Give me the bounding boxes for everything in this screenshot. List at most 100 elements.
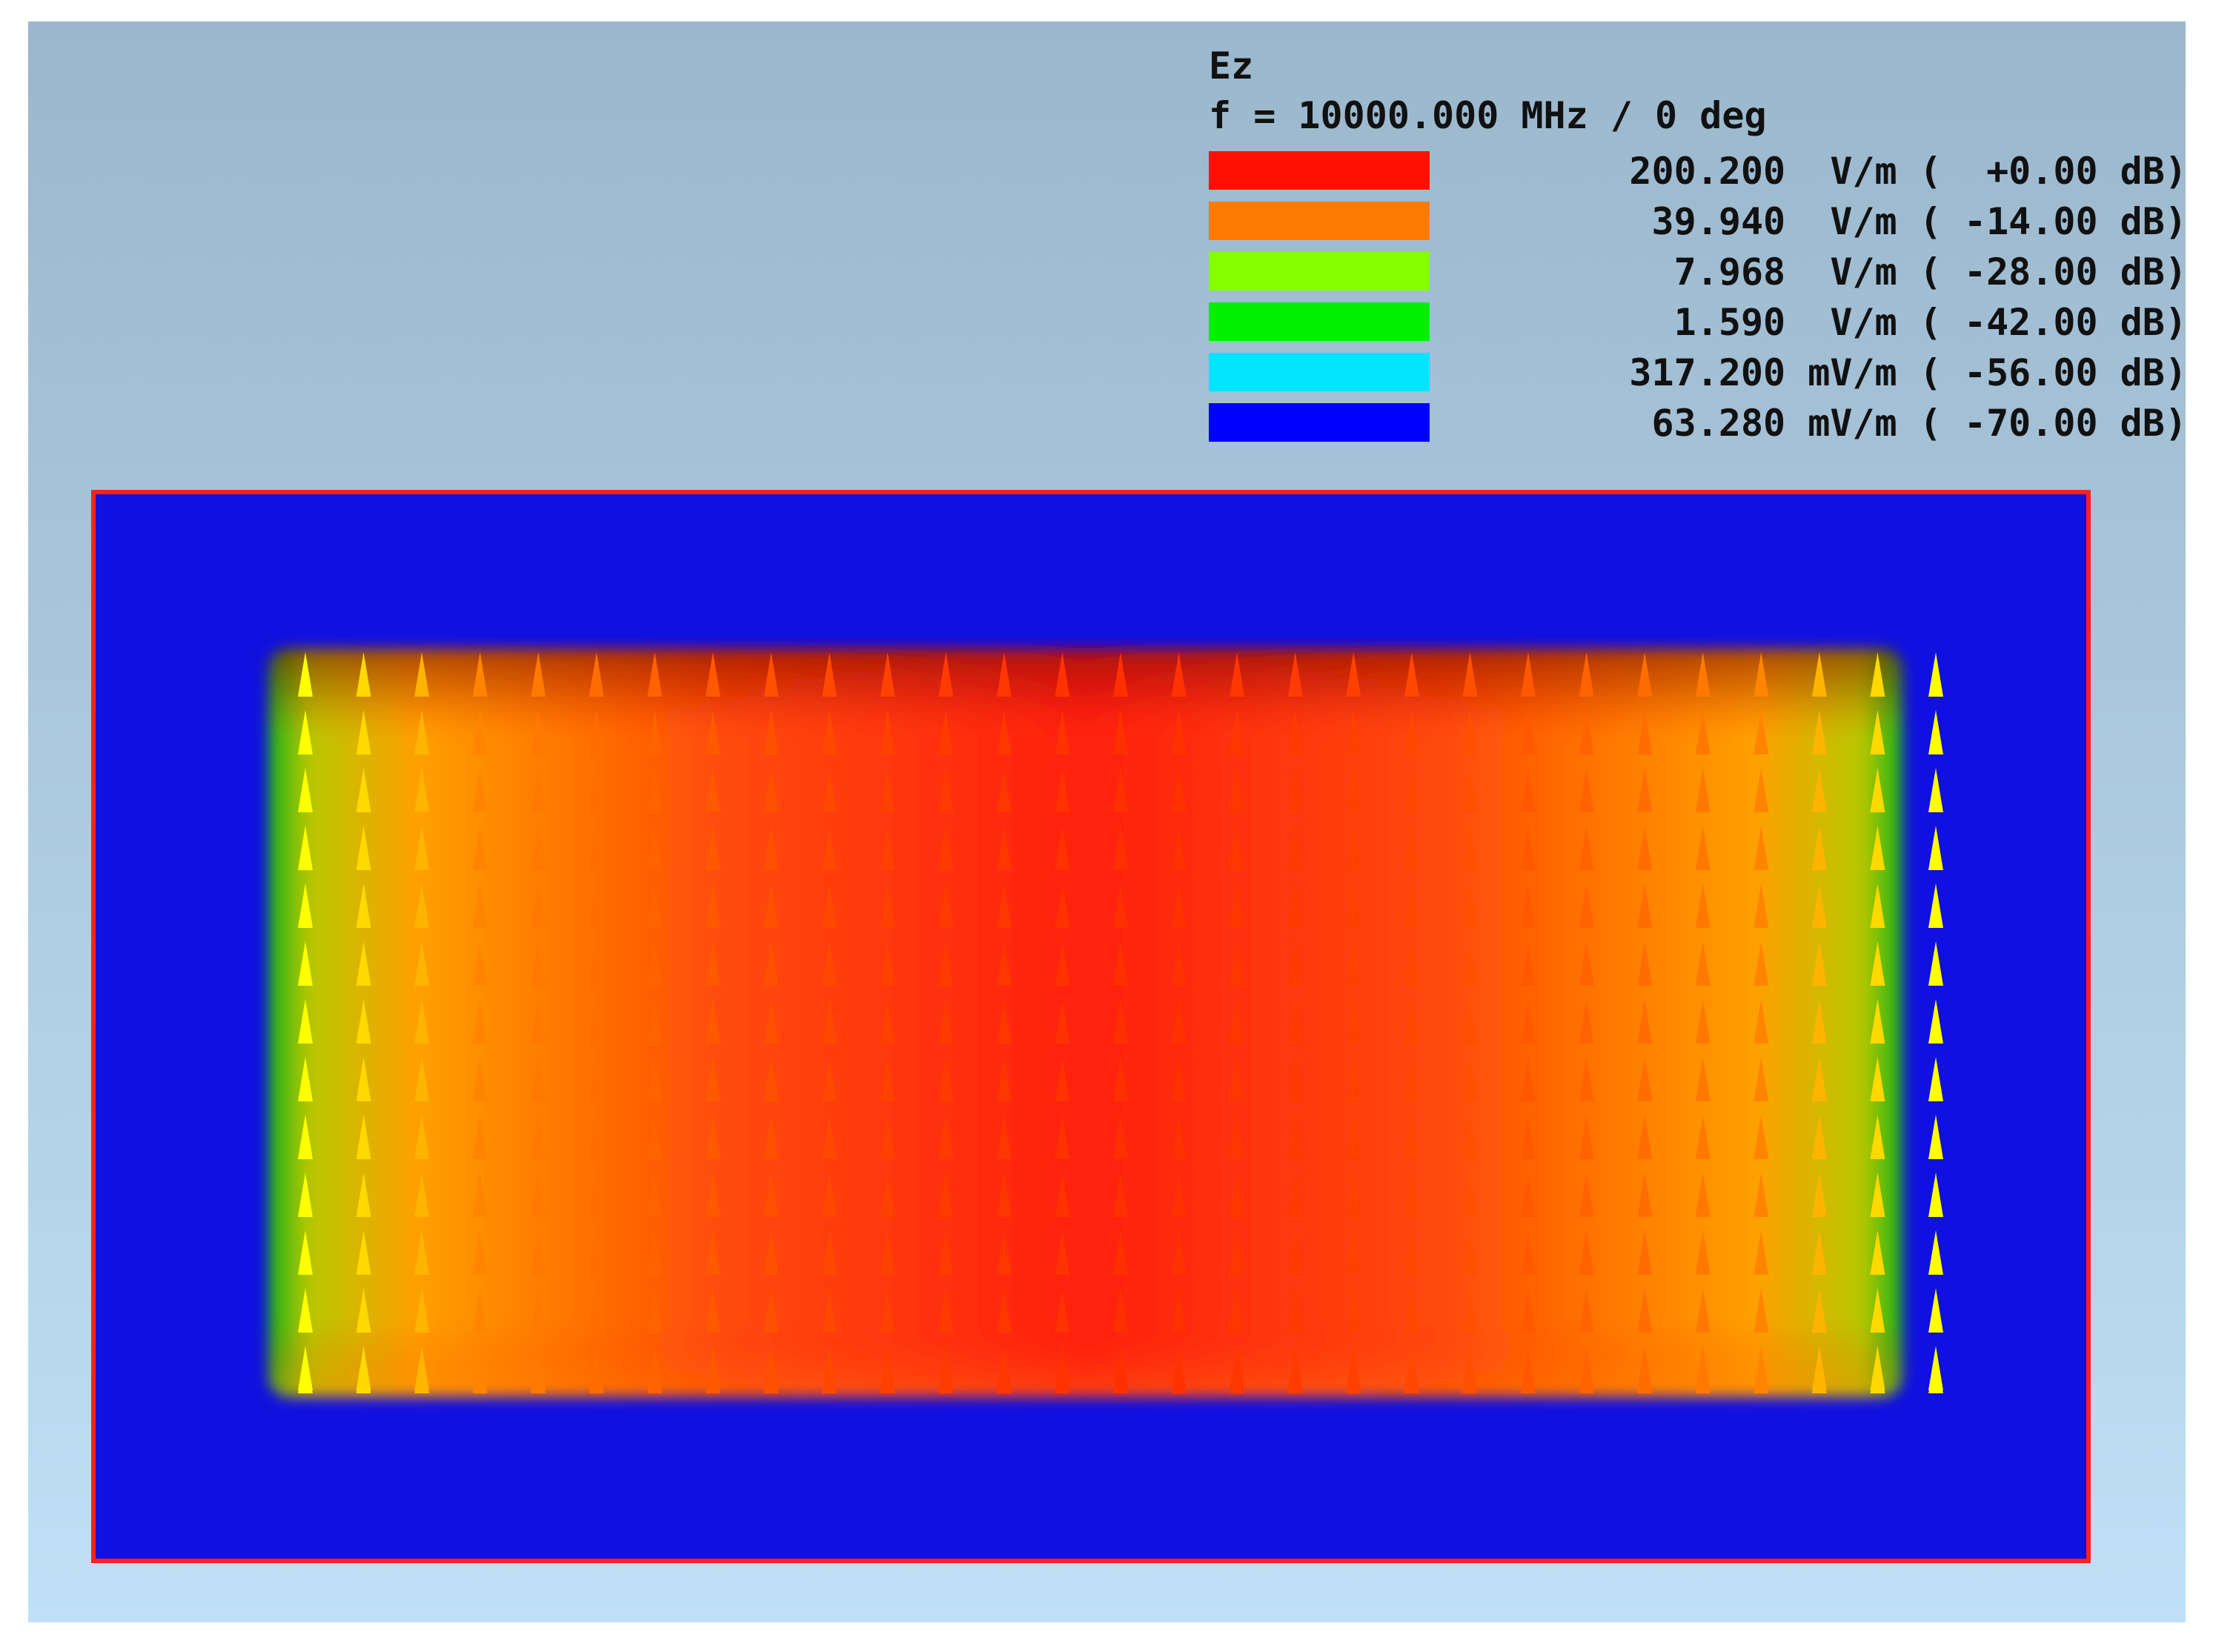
cone-arrow-icon bbox=[1055, 1172, 1070, 1217]
cone-arrow-icon bbox=[414, 1057, 430, 1101]
cone-arrow-icon bbox=[1230, 1172, 1245, 1217]
cone-arrow-icon bbox=[1287, 826, 1303, 870]
cone-arrow-icon bbox=[1171, 941, 1187, 986]
field-region bbox=[268, 648, 1902, 1397]
cone-arrow-icon bbox=[298, 1115, 313, 1159]
field-plot[interactable] bbox=[90, 489, 2091, 1564]
cone-arrow-icon bbox=[996, 1057, 1012, 1101]
cone-arrow-icon bbox=[1870, 1057, 1885, 1101]
cone-arrow-icon bbox=[706, 1115, 720, 1159]
legend-swatch bbox=[1209, 403, 1430, 442]
cone-arrow-icon bbox=[822, 1172, 837, 1217]
3d-viewport[interactable]: Ez f = 10000.000 MHz / 0 deg 200.200 V/m… bbox=[28, 21, 2186, 1622]
cone-arrow-icon bbox=[1811, 999, 1827, 1044]
cone-arrow-icon bbox=[1811, 710, 1827, 754]
cone-arrow-icon bbox=[1754, 883, 1769, 928]
cone-arrow-icon bbox=[1695, 1115, 1711, 1159]
cone-arrow-icon bbox=[647, 1057, 663, 1101]
cone-arrow-icon bbox=[763, 1172, 779, 1217]
cone-arrow-icon bbox=[472, 999, 488, 1044]
cone-arrow-icon bbox=[414, 1172, 430, 1217]
cone-arrow-icon bbox=[1637, 999, 1653, 1044]
cone-arrow-icon bbox=[298, 1230, 313, 1275]
cone-arrow-icon bbox=[880, 883, 895, 928]
cone-arrow-icon bbox=[996, 710, 1012, 754]
cone-arrow-icon bbox=[996, 1115, 1012, 1159]
cone-arrow-icon bbox=[822, 826, 837, 870]
cone-arrow-icon bbox=[1113, 1288, 1128, 1333]
cone-arrow-icon bbox=[298, 710, 313, 754]
legend-entry: 1.590 V/m ( -42.00 dB) bbox=[1209, 297, 2186, 348]
cone-arrow-icon bbox=[647, 999, 663, 1044]
cone-arrow-icon bbox=[298, 1057, 313, 1101]
cone-arrow-icon bbox=[1870, 999, 1885, 1044]
legend-swatch bbox=[1209, 252, 1430, 291]
cone-arrow-icon bbox=[1811, 1230, 1827, 1275]
cone-arrow-icon bbox=[1113, 826, 1128, 870]
cone-arrow-icon bbox=[1811, 883, 1827, 928]
cone-arrow-icon bbox=[1928, 1057, 1943, 1101]
cone-arrow-icon bbox=[298, 941, 313, 986]
legend-entry: 7.968 V/m ( -28.00 dB) bbox=[1209, 247, 2186, 297]
cone-arrow-icon bbox=[1521, 710, 1536, 754]
cone-arrow-icon bbox=[1287, 1230, 1303, 1275]
legend-entry: 39.940 V/m ( -14.00 dB) bbox=[1209, 196, 2186, 247]
cone-arrow-icon bbox=[1579, 652, 1594, 697]
cone-arrow-icon bbox=[1521, 826, 1536, 870]
cone-arrow-icon bbox=[1113, 1172, 1128, 1217]
cone-arrow-icon bbox=[763, 1288, 779, 1333]
cone-arrow-icon bbox=[298, 768, 313, 812]
cone-arrow-icon bbox=[588, 1364, 604, 1393]
cone-arrow-icon bbox=[1754, 1364, 1769, 1393]
cone-arrow-icon bbox=[1928, 652, 1943, 697]
cone-arrow-icon bbox=[647, 1288, 663, 1333]
cone-arrow-icon bbox=[1637, 1115, 1653, 1159]
cone-arrow-icon bbox=[1404, 1364, 1419, 1393]
cone-arrow-icon bbox=[822, 768, 837, 812]
cone-arrow-icon bbox=[1055, 1364, 1070, 1393]
cone-arrow-icon bbox=[647, 1115, 663, 1159]
cone-arrow-icon bbox=[763, 1057, 779, 1101]
cone-arrow-icon bbox=[1230, 1288, 1245, 1333]
cone-arrow-icon bbox=[1811, 1115, 1827, 1159]
cone-arrow-icon bbox=[706, 826, 720, 870]
cone-arrow-icon bbox=[1521, 652, 1536, 697]
cone-arrow-icon bbox=[880, 1288, 895, 1333]
cone-arrow-icon bbox=[531, 1288, 546, 1333]
cone-arrow-icon bbox=[356, 999, 371, 1044]
cone-arrow-icon bbox=[1055, 1115, 1070, 1159]
cone-arrow-icon bbox=[938, 1172, 954, 1217]
cone-arrow-icon bbox=[298, 1288, 313, 1333]
cone-arrow-icon bbox=[1695, 1172, 1711, 1217]
cone-arrow-icon bbox=[414, 999, 430, 1044]
cone-arrow-icon bbox=[880, 1172, 895, 1217]
cone-arrow-icon bbox=[298, 1364, 313, 1393]
cone-arrow-icon bbox=[1637, 1230, 1653, 1275]
cone-arrow-icon bbox=[1811, 1364, 1827, 1393]
cone-arrow-icon bbox=[647, 941, 663, 986]
cone-arrow-icon bbox=[1113, 941, 1128, 986]
legend-swatch bbox=[1209, 302, 1430, 341]
cone-arrow-icon bbox=[763, 941, 779, 986]
cone-arrow-icon bbox=[1579, 1288, 1594, 1333]
cone-arrow-icon bbox=[531, 1057, 546, 1101]
cone-arrow-icon bbox=[647, 826, 663, 870]
cone-arrow-icon bbox=[1346, 1288, 1361, 1333]
cone-arrow-icon bbox=[298, 652, 313, 697]
cone-arrow-icon bbox=[1230, 941, 1245, 986]
cone-arrow-icon bbox=[996, 1230, 1012, 1275]
cone-arrow-icon bbox=[1346, 710, 1361, 754]
cone-arrow-icon bbox=[1404, 710, 1419, 754]
cone-arrow-icon bbox=[996, 1172, 1012, 1217]
cone-arrow-icon bbox=[1346, 1057, 1361, 1101]
cone-arrow-icon bbox=[1695, 710, 1711, 754]
cone-arrow-icon bbox=[1695, 768, 1711, 812]
cone-arrow-icon bbox=[472, 826, 488, 870]
cone-arrow-icon bbox=[1346, 883, 1361, 928]
cone-arrow-icon bbox=[763, 1230, 779, 1275]
cone-arrow-icon bbox=[356, 1230, 371, 1275]
cone-arrow-icon bbox=[1055, 1057, 1070, 1101]
cone-arrow-icon bbox=[763, 1364, 779, 1393]
legend-entry-text: 7.968 V/m ( -28.00 dB) bbox=[1673, 251, 2186, 293]
cone-arrow-icon bbox=[414, 1364, 430, 1393]
